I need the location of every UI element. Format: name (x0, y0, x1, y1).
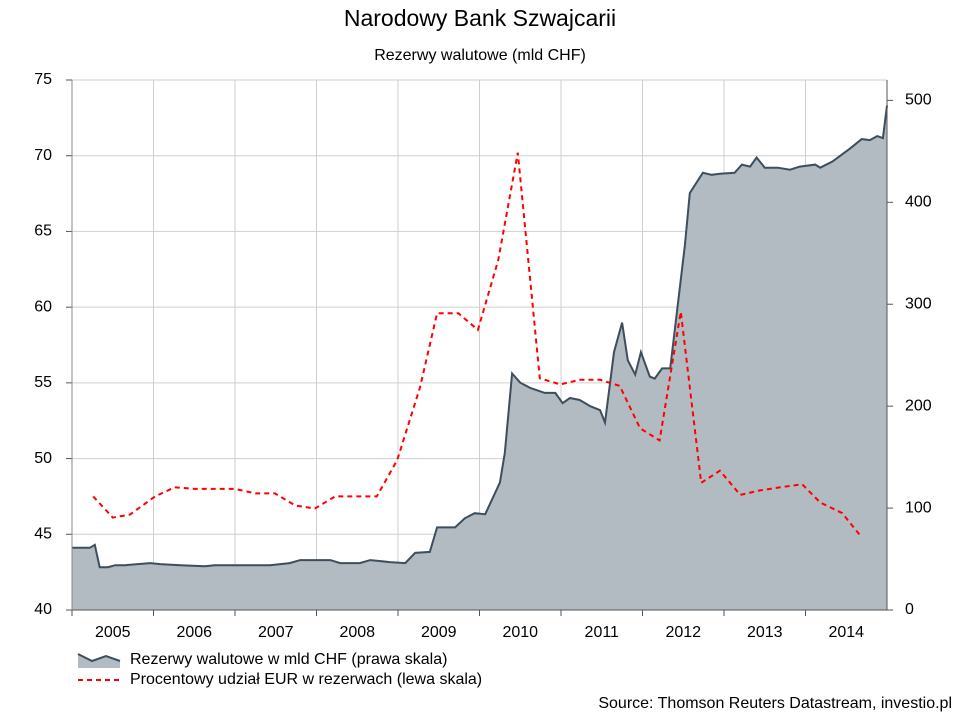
area-line (72, 105, 888, 569)
legend: Rezerwy walutowe w mld CHF (prawa skala)… (77, 651, 482, 688)
x-tick-label: 2006 (176, 624, 212, 641)
y-tick-label: 55 (34, 374, 52, 391)
area (72, 105, 887, 610)
legend-swatch-line (77, 653, 121, 663)
x-tick-label: 2008 (339, 624, 375, 641)
y-tick-label: 50 (34, 450, 52, 467)
x-tick-label: 2010 (502, 624, 538, 641)
axes: 40 45 50 55 60 65 70 75 0 100 200 300 400 500 2005 2006… (34, 71, 932, 641)
plot (72, 105, 888, 610)
y2-tick-label: 500 (905, 92, 932, 109)
x-tick-label: 2005 (95, 624, 131, 641)
y2-tick-label: 0 (905, 601, 914, 618)
x-tick-label: 2012 (665, 624, 701, 641)
y-tick-label: 60 (34, 298, 52, 315)
legend-label: Procentowy udział EUR w rezerwach (lewa … (130, 671, 482, 688)
y2-tick-label: 100 (905, 499, 932, 516)
x-tick-label: 2007 (258, 624, 294, 641)
x-tick-label: 2014 (828, 624, 864, 641)
chart-subtitle: Rezerwy walutowe (mld CHF) (374, 47, 586, 64)
y-tick-label: 40 (34, 601, 52, 618)
source: Source: Thomson Reuters Datastream, inve… (598, 695, 952, 712)
y-tick-label: 45 (34, 526, 52, 543)
y-tick-label: 70 (34, 147, 52, 164)
x-tick-label: 2013 (747, 624, 783, 641)
y2-tick-label: 200 (905, 397, 932, 414)
y2-tick-label: 300 (905, 295, 932, 312)
chart-title: Narodowy Bank Szwajcarii (344, 5, 616, 31)
y2-tick-label: 400 (905, 194, 932, 211)
legend-label: Rezerwy walutowe w mld CHF (prawa skala) (130, 651, 447, 668)
x-tick-label: 2009 (421, 624, 457, 641)
x-tick-label: 2011 (585, 624, 620, 641)
line (92, 152, 863, 538)
y-tick-label: 75 (34, 71, 52, 88)
y-tick-label: 65 (34, 223, 52, 240)
